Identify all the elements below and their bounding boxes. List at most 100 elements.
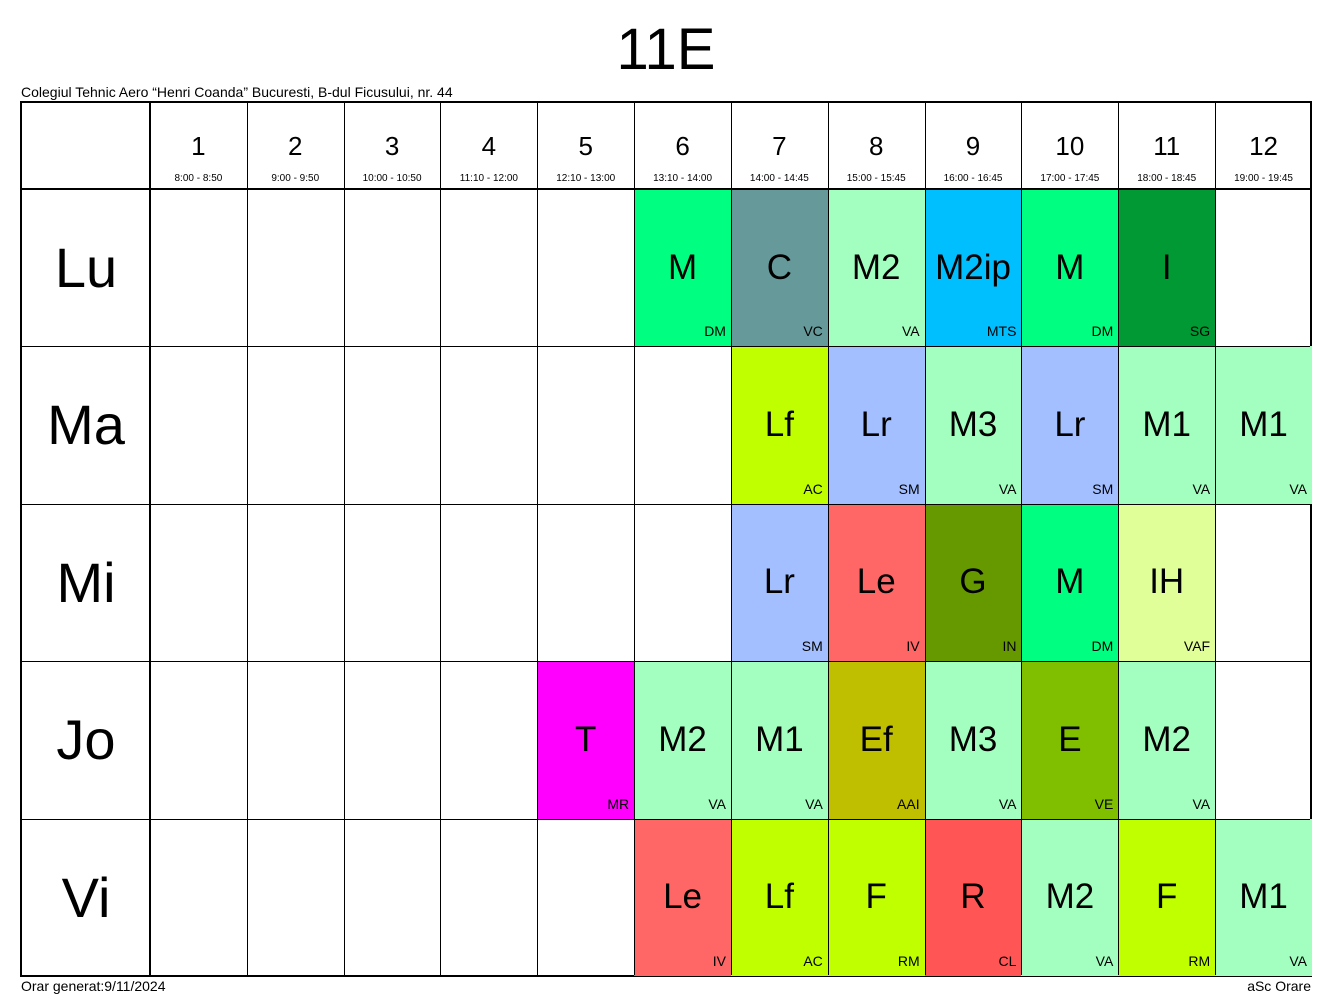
period-time: 8:00 - 8:50 — [174, 173, 223, 184]
lesson-subject: M — [667, 247, 698, 287]
lesson-subject: M3 — [948, 719, 998, 759]
lesson-cell[interactable]: F RM — [827, 818, 925, 976]
period-time: 11:10 - 12:00 — [459, 173, 518, 184]
lesson-cell[interactable]: M DM — [634, 189, 731, 347]
day-label: Mi — [56, 550, 116, 614]
lesson-teacher: VC — [803, 323, 823, 340]
lesson-cell[interactable]: M2 VA — [1021, 818, 1119, 976]
lesson-cell[interactable]: M3 VA — [924, 346, 1022, 504]
lesson-cell[interactable]: Le IV — [827, 503, 925, 662]
lesson-teacher: AAI — [897, 795, 920, 812]
lesson-subject: M — [1055, 562, 1085, 602]
grid-line — [1021, 103, 1023, 975]
grid-line — [827, 103, 829, 975]
lesson-teacher: VA — [998, 480, 1017, 497]
lesson-teacher: VAF — [1183, 638, 1211, 655]
lesson-cell[interactable]: M DM — [1021, 503, 1119, 662]
lesson-teacher: VA — [1289, 952, 1307, 969]
lesson-cell[interactable]: IH VAF — [1118, 503, 1216, 662]
lesson-cell[interactable]: M1 VA — [1118, 346, 1216, 504]
lesson-subject: Le — [663, 877, 703, 917]
lesson-cell[interactable]: M DM — [1021, 189, 1119, 347]
lesson-cell[interactable]: Lf AC — [730, 346, 828, 504]
period-time: 14:00 - 14:45 — [749, 173, 809, 184]
software-name: aSc Orare — [1247, 978, 1311, 994]
lesson-teacher: RM — [1188, 952, 1211, 969]
period-number: 11 — [1153, 131, 1181, 161]
period-number: 12 — [1249, 131, 1278, 161]
lesson-subject: M2ip — [935, 247, 1011, 287]
lesson-cell[interactable]: Lf AC — [730, 818, 828, 976]
period-time: 12:10 - 13:00 — [556, 173, 616, 184]
lesson-cell[interactable]: G IN — [924, 503, 1022, 662]
lesson-subject: Lr — [1054, 405, 1086, 445]
period-number: 3 — [384, 131, 400, 161]
period-time: 13:10 - 14:00 — [653, 173, 713, 184]
period-number: 7 — [772, 131, 787, 161]
lesson-teacher: VA — [805, 795, 823, 812]
lesson-cell[interactable]: Lr SM — [730, 503, 828, 662]
lesson-teacher: SM — [1092, 480, 1114, 497]
lesson-cell[interactable]: M3 VA — [924, 661, 1022, 819]
grid-line — [924, 103, 926, 975]
lesson-cell[interactable]: I SG — [1118, 189, 1216, 347]
lesson-subject: Lr — [763, 562, 795, 602]
lesson-cell[interactable]: M1 VA — [730, 661, 828, 819]
period-number: 5 — [578, 131, 593, 161]
grid-line — [22, 188, 1310, 190]
lesson-teacher: AC — [803, 480, 823, 497]
grid-line — [1215, 103, 1217, 975]
period-number: 6 — [675, 131, 690, 161]
lesson-cell[interactable]: M2 VA — [827, 189, 925, 347]
grid-line — [343, 103, 345, 975]
lesson-subject: M3 — [948, 405, 998, 445]
grid-line — [1118, 103, 1120, 975]
lesson-cell[interactable]: M2 VA — [1118, 661, 1216, 819]
lesson-teacher: RM — [897, 952, 920, 969]
lesson-cell[interactable]: M1 VA — [1215, 818, 1312, 976]
lesson-teacher: VA — [1095, 952, 1114, 969]
lesson-cell[interactable]: M1 VA — [1215, 346, 1312, 504]
period-time: 15:00 - 15:45 — [846, 173, 906, 184]
lesson-cell[interactable]: Le IV — [634, 818, 731, 976]
lesson-subject: M1 — [1142, 405, 1192, 445]
lesson-subject: F — [1156, 877, 1178, 917]
lesson-teacher: IV — [906, 638, 920, 655]
grid-line — [537, 103, 539, 975]
lesson-cell[interactable]: C VC — [730, 189, 828, 347]
period-number: 9 — [965, 131, 981, 161]
lesson-subject: M2 — [851, 247, 901, 287]
lesson-cell[interactable]: T MR — [537, 661, 635, 819]
lesson-cell[interactable]: M2ip MTS — [924, 189, 1022, 347]
lesson-subject: G — [959, 562, 987, 602]
lesson-cell[interactable]: F RM — [1118, 818, 1216, 976]
lesson-subject: I — [1161, 247, 1172, 287]
grid-line — [634, 103, 636, 975]
lesson-subject: M2 — [1142, 719, 1192, 759]
grid-line — [22, 661, 1310, 663]
school-address: Colegiul Tehnic Aero “Henri Coanda” Bucu… — [21, 84, 453, 100]
lesson-cell[interactable]: Lr SM — [1021, 346, 1119, 504]
lesson-subject: E — [1058, 719, 1082, 759]
day-label: Lu — [54, 236, 118, 299]
lesson-teacher: MR — [607, 795, 630, 812]
period-number: 2 — [288, 131, 303, 161]
lesson-cell[interactable]: E VE — [1021, 661, 1119, 819]
lesson-teacher: VA — [998, 795, 1017, 812]
period-time: 17:00 - 17:45 — [1040, 173, 1100, 184]
lesson-subject: Lf — [764, 405, 794, 445]
lesson-teacher: MTS — [986, 323, 1017, 340]
lesson-cell[interactable]: M2 VA — [634, 661, 731, 819]
lesson-subject: M1 — [1239, 405, 1288, 445]
lesson-cell[interactable]: Lr SM — [827, 346, 925, 504]
timetable-grid: M DM C VC M2 VA M2ip MTS M DM I SG Lf AC Lr SM M3 VA Lr SM M… — [20, 101, 1312, 977]
timetable-title: 11E — [616, 17, 716, 82]
lesson-teacher: CL — [998, 952, 1017, 969]
lesson-cell[interactable]: Ef AAI — [827, 661, 925, 819]
period-number: 4 — [481, 131, 497, 161]
lesson-teacher: DM — [1091, 638, 1114, 655]
lesson-cell[interactable]: R CL — [924, 818, 1022, 976]
lesson-subject: F — [865, 877, 887, 917]
grid-line — [730, 103, 732, 975]
lesson-subject: R — [960, 877, 986, 917]
